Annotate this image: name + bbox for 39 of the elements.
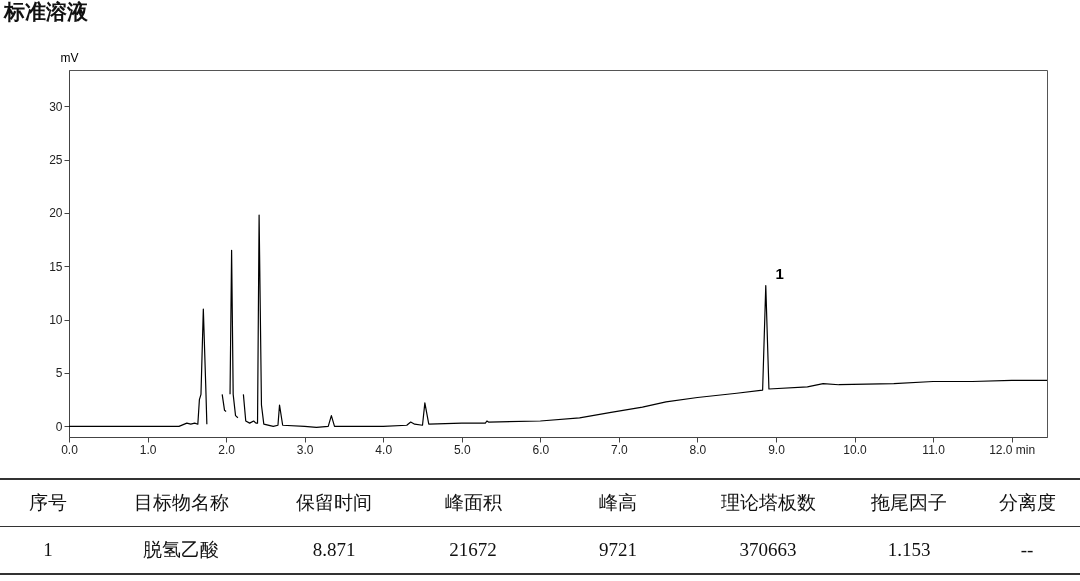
text: 21672: [402, 526, 544, 574]
text: 拖尾因子: [844, 479, 974, 527]
x-tick-label: 3.0: [296, 442, 314, 457]
text: 370663: [692, 526, 844, 574]
text: 峰面积: [402, 479, 544, 527]
x-tick-label: 10.0: [843, 442, 868, 457]
text: --: [974, 526, 1080, 574]
text: 1.153: [844, 526, 974, 574]
text: 目标物名称: [96, 479, 266, 527]
x-tick-label: 6.0: [532, 442, 550, 457]
x-tick-label: 0.0: [61, 442, 79, 457]
chart-title: 标准溶液: [2, 0, 89, 24]
text: 峰高: [544, 479, 692, 527]
text: 1: [0, 526, 96, 574]
x-tick-label: 7.0: [611, 442, 629, 457]
x-tick-label: 9.0: [768, 442, 786, 457]
y-tick-label: 0: [55, 419, 63, 434]
text: 脱氢乙酸: [96, 526, 266, 574]
text: 序号: [0, 479, 96, 527]
x-tick-label: 1.0: [139, 442, 157, 457]
text: 8.871: [266, 526, 402, 574]
text: 分离度: [974, 479, 1080, 527]
y-axis-title: mV: [60, 50, 79, 65]
x-tick-label: 12.0 min: [989, 442, 1036, 457]
y-tick-label: 20: [49, 206, 63, 221]
y-tick-label: 15: [49, 259, 63, 274]
x-tick-label: 8.0: [689, 442, 707, 457]
x-tick-label: 2.0: [218, 442, 236, 457]
text: 理论塔板数: [692, 479, 844, 527]
text: 保留时间: [266, 479, 402, 527]
y-tick-label: 10: [49, 313, 63, 328]
annotation: 1: [775, 264, 784, 282]
y-tick-label: 5: [55, 366, 63, 381]
x-tick-label: 11.0: [922, 442, 946, 457]
y-tick-label: 25: [49, 153, 63, 168]
x-tick-label: 4.0: [375, 442, 393, 457]
text: 9721: [544, 526, 692, 574]
x-tick-label: 5.0: [453, 442, 471, 457]
y-tick-label: 30: [49, 99, 63, 114]
